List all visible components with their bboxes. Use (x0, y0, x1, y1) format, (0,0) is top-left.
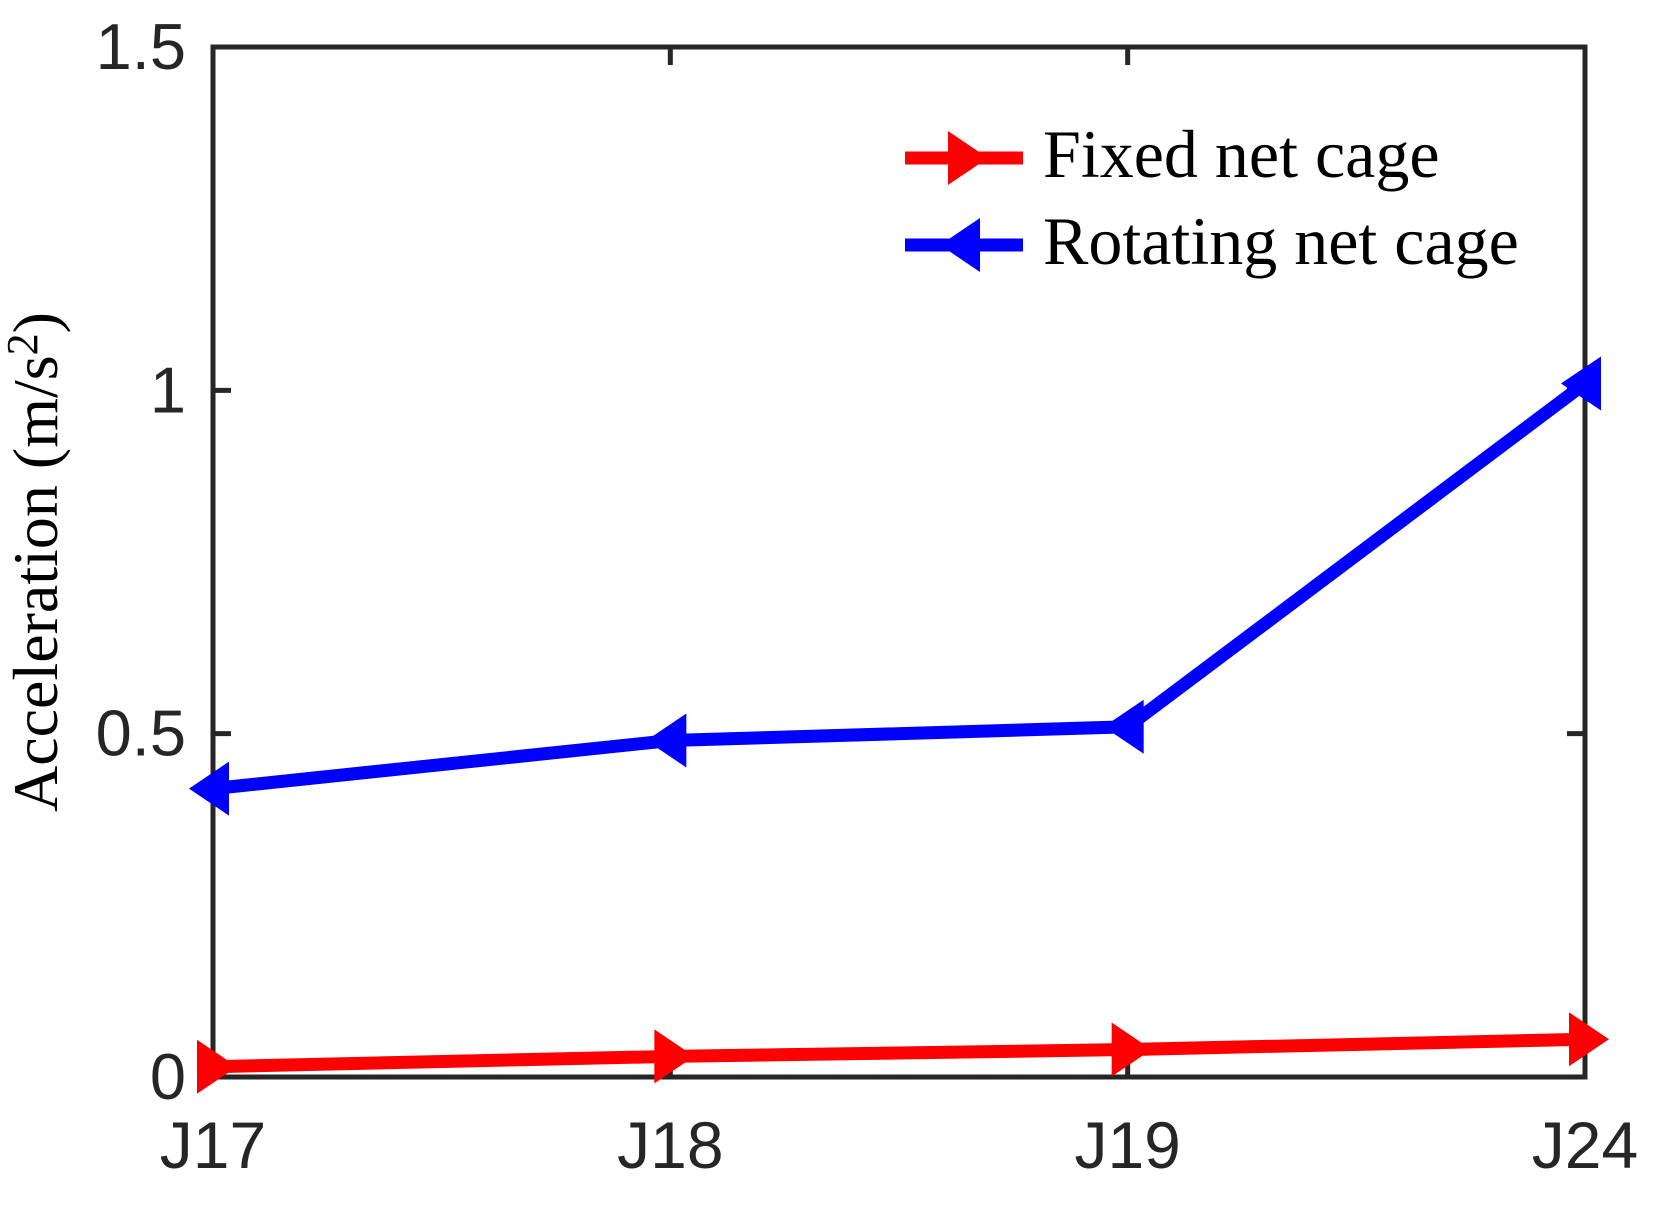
series-line (212, 378, 1589, 796)
data-marker-triangle-right (197, 1039, 237, 1094)
legend: Fixed net cage Rotating net cage (905, 116, 1519, 279)
series-layer (189, 356, 1609, 1094)
y-axis-title: Acceleration (m/s2) (0, 312, 71, 812)
data-marker-triangle-right (1111, 1022, 1152, 1077)
x-tick-label: J18 (617, 1108, 723, 1182)
legend-label: Fixed net cage (1043, 116, 1440, 192)
legend-label: Rotating net cage (1043, 203, 1519, 279)
data-marker-triangle-left (1561, 356, 1601, 411)
x-tick-label: J17 (160, 1108, 266, 1182)
legend-marker-triangle-right (948, 131, 988, 185)
data-marker-triangle-left (189, 761, 229, 816)
y-tick-label: 1 (150, 353, 186, 426)
series-fixed-net-cage (197, 1012, 1609, 1094)
axes: J17 J18 J19 J24 0 0.5 1 1.5 (96, 10, 1639, 1182)
y-tick-label: 0.5 (96, 697, 186, 770)
data-marker-triangle-right (1569, 1012, 1609, 1067)
legend-item-fixed-net-cage: Fixed net cage (905, 116, 1440, 192)
data-marker-triangle-right (654, 1029, 695, 1084)
legend-marker-triangle-left (940, 218, 980, 272)
data-marker-triangle-left (646, 713, 687, 768)
series-line (212, 1032, 1586, 1074)
data-marker-triangle-left (1103, 699, 1144, 754)
legend-item-rotating-net-cage: Rotating net cage (905, 203, 1519, 279)
y-tick-label: 0 (150, 1040, 186, 1113)
series-rotating-net-cage (189, 356, 1601, 816)
x-tick-label: J19 (1074, 1108, 1180, 1182)
y-tick-label: 1.5 (96, 10, 186, 83)
x-tick-label: J24 (1532, 1108, 1638, 1182)
plot-border (210, 44, 1588, 1080)
